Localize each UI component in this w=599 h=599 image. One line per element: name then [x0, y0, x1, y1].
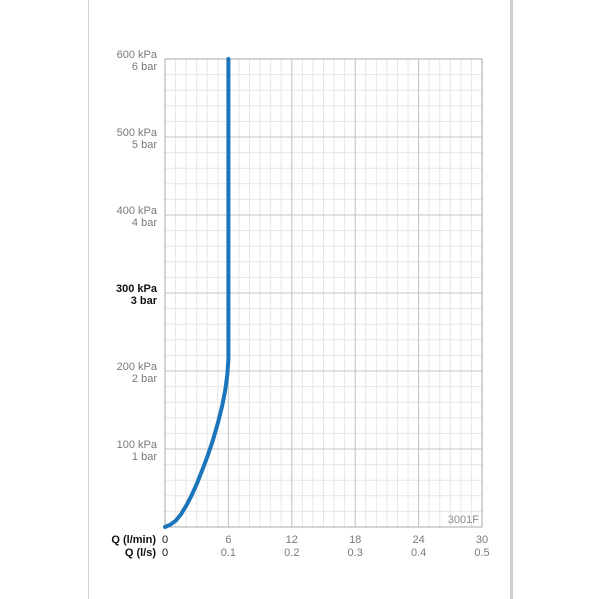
y-tick-label-bar: 1 bar	[132, 451, 157, 463]
x-tick-label: 0.2	[284, 547, 299, 559]
left-page-border	[88, 0, 89, 599]
x-tick-label: 6	[225, 534, 231, 546]
x-tick-label: 0.4	[411, 547, 426, 559]
y-tick-label-kpa: 300 kPa	[116, 283, 158, 295]
plot-frame	[164, 58, 483, 528]
right-page-border	[510, 0, 513, 599]
x-tick-label: 0.5	[474, 547, 489, 559]
y-tick-label-kpa: 100 kPa	[117, 439, 158, 451]
chart-code-label: 3001F	[448, 514, 479, 526]
x-tick-label: 24	[412, 534, 424, 546]
x-tick-label: 18	[349, 534, 361, 546]
flow-curve-line	[163, 57, 231, 529]
y-tick-label-kpa: 200 kPa	[117, 361, 158, 373]
y-tick-label-bar: 4 bar	[132, 217, 157, 229]
y-tick-label-bar: 2 bar	[132, 373, 157, 385]
x-tick-label: 12	[286, 534, 298, 546]
x-axis-name: Q (l/min)	[111, 534, 156, 546]
x-tick-label: 0.3	[348, 547, 363, 559]
x-tick-label: 0.1	[221, 547, 236, 559]
x-tick-label: 0	[162, 547, 168, 559]
x-axis-labels: Q (l/min) 0 6 12 18 24 30 Q (l/s) 0 0.1 0.2 0.3 0.4 0…	[111, 534, 489, 559]
y-tick-label-kpa: 500 kPa	[117, 127, 158, 139]
y-tick-label-kpa: 400 kPa	[117, 205, 158, 217]
y-tick-label-kpa: 600 kPa	[117, 49, 158, 61]
y-tick-label-bar: 5 bar	[132, 139, 157, 151]
x-axis-name: Q (l/s)	[125, 547, 157, 559]
x-tick-label: 0	[162, 534, 168, 546]
y-tick-label-bar: 6 bar	[132, 61, 157, 73]
y-tick-label-bar: 3 bar	[131, 295, 158, 307]
x-tick-label: 30	[476, 534, 488, 546]
